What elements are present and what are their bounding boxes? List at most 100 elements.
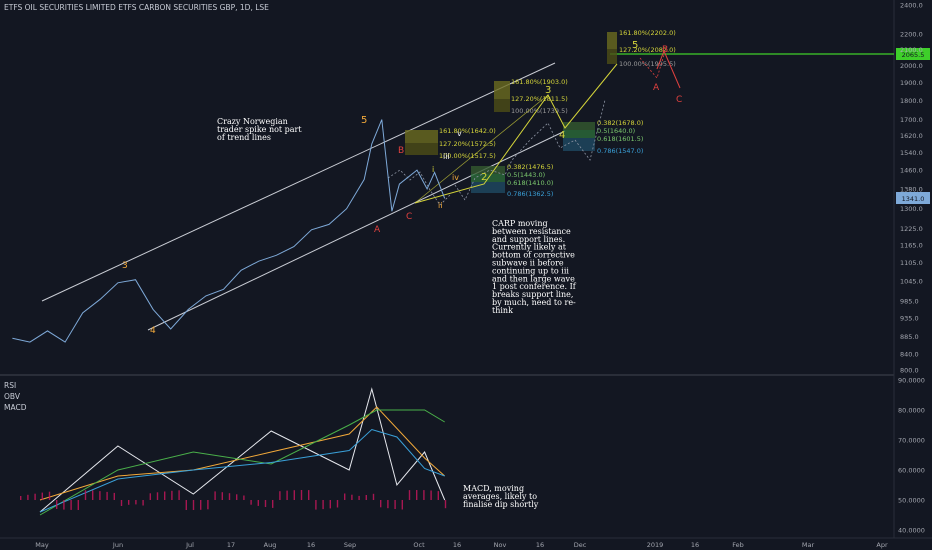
wave-label-C[interactable]: C — [406, 212, 412, 222]
wave-label-2[interactable]: 2 — [481, 172, 487, 183]
obv-line[interactable] — [39, 409, 445, 516]
annotation-carp-line: think — [492, 306, 513, 315]
wave-label-4[interactable]: 4 — [559, 130, 565, 141]
price-axis-ticks: 2400.0 2200.0 2100.0 2000.0 1900.0 1800.0 1700… — [900, 2, 923, 375]
ret1-label-0786: 0.786(1362.5) — [507, 190, 553, 198]
macd-histogram-bar — [264, 500, 267, 507]
wave-label-C-right[interactable]: C — [676, 95, 682, 105]
macd-histogram-bar — [84, 490, 87, 500]
fib-extension-2[interactable]: 161.80%(1903.0) 127.20%(1811.5) 100.00%(… — [494, 78, 568, 115]
price-tick-label: 1045.0 — [900, 278, 923, 286]
time-tick-label: Jun — [112, 541, 123, 549]
price-line[interactable] — [12, 119, 446, 343]
wave-label-5[interactable]: 5 — [632, 40, 638, 51]
price-tick-label: 985.0 — [900, 297, 919, 305]
time-tick-label: 2019 — [647, 541, 664, 549]
fib1-label-1000: 100.00%(1517.5) — [439, 152, 496, 160]
macd-histogram-bar — [135, 500, 137, 505]
indicator-macd[interactable]: MACD — [4, 403, 27, 412]
ret2-label-0786: 0.786(1547.0) — [597, 147, 643, 155]
macd-histogram-bar — [99, 491, 101, 500]
time-tick-label: Nov — [494, 541, 507, 549]
macd-histogram-bar — [308, 490, 310, 500]
time-tick-label: Mar — [802, 541, 815, 549]
wave-label-B[interactable]: B — [398, 146, 404, 156]
annotation-norwegian[interactable]: Crazy Norwegian trader spike not part of… — [217, 117, 302, 142]
indicator-obv[interactable]: OBV — [4, 392, 21, 401]
wave-label-3-left[interactable]: 3 — [122, 261, 128, 271]
macd-histogram-bar — [236, 494, 238, 500]
macd-histogram-bar — [322, 500, 324, 510]
wave-label-A[interactable]: A — [374, 225, 381, 235]
time-tick-label: 17 — [227, 541, 235, 549]
macd-histogram-bar — [34, 493, 36, 500]
fib-extension-3[interactable]: 161.80%(2202.0) 127.20%(2082.0) 100.00%(… — [607, 29, 676, 68]
wave-label-v[interactable]: v — [457, 129, 462, 138]
price-tick-label: 1105.0 — [900, 259, 923, 267]
price-tick-label: 1460.0 — [900, 167, 923, 175]
last-price-tag-bg — [896, 192, 930, 204]
macd-histogram-bar — [408, 490, 411, 500]
wave-label-4-left[interactable]: 4 — [150, 326, 156, 336]
macd-average-line[interactable] — [39, 406, 446, 501]
macd-histogram-bar — [149, 493, 151, 500]
annotation-macd[interactable]: MACD, moving averages, likely to finalis… — [463, 484, 539, 509]
ret2-band-1 — [563, 122, 595, 130]
macd-histogram-bar — [423, 490, 425, 500]
rsi-line[interactable] — [39, 387, 446, 513]
wave-label-iv[interactable]: iv — [452, 173, 459, 182]
macd-histogram-bar — [200, 500, 202, 510]
fib-extension-1[interactable]: 161.80%(1642.0) 127.20%(1572.5) 100.00%(… — [405, 127, 496, 160]
wave-label-ii[interactable]: ii — [438, 201, 442, 210]
wave-label-3[interactable]: 3 — [545, 85, 551, 96]
oscillator-tick-label: 60.0000 — [898, 467, 925, 475]
wave-label-A-right[interactable]: A — [653, 83, 660, 93]
time-tick-label: Dec — [574, 541, 587, 549]
ret2-label-0618: 0.618(1601.5) — [597, 135, 643, 143]
wave-label-iii[interactable]: iii — [443, 152, 450, 161]
macd-signal-line[interactable] — [39, 428, 445, 513]
indicator-legend: RSI OBV MACD — [4, 381, 27, 412]
macd-histogram-bar — [27, 494, 29, 500]
fib-retracement-2[interactable]: 0.382(1678.0) 0.5(1640.0) 0.618(1601.5) … — [563, 119, 643, 155]
macd-histogram-bar — [365, 495, 367, 500]
projection-path-2[interactable] — [414, 94, 549, 204]
wave-label-5-top[interactable]: 5 — [361, 115, 367, 126]
macd-histogram-bar — [344, 493, 346, 500]
channel-lower-line[interactable] — [147, 130, 566, 331]
oscillator-tick-label: 90.0000 — [898, 377, 925, 385]
level-price-tag-text: 2065.5 — [902, 51, 925, 59]
annotation-carp-line: subwave ii before — [492, 259, 564, 268]
time-tick-label: Feb — [732, 541, 744, 549]
price-tick-label: 1300.0 — [900, 205, 923, 213]
macd-histogram-bar — [171, 490, 173, 500]
oscillator-axis-ticks: 90.0000 80.0000 70.0000 60.0000 50.0000 40.00… — [898, 377, 925, 535]
fib1-band-top — [405, 130, 438, 143]
wave-labels: 3 4 5 A B C i ii iii iv v 2 3 4 5 A B C — [122, 40, 682, 336]
fib2-band-mid — [494, 99, 510, 112]
annotation-carp-line: CARP moving — [492, 219, 548, 228]
macd-histogram-bar — [77, 500, 79, 510]
macd-histogram-bar — [164, 491, 166, 500]
time-tick-label: 16 — [307, 541, 315, 549]
time-tick-label: Oct — [413, 541, 425, 549]
fib3-band-mid — [607, 49, 617, 64]
channel-upper-line[interactable] — [41, 62, 556, 302]
macd-histogram-bar — [156, 492, 159, 500]
price-tick-label: 1540.0 — [900, 149, 923, 157]
wave-label-i[interactable]: i — [432, 165, 434, 174]
last-price-tag-text: 1341.0 — [902, 195, 925, 203]
indicator-rsi[interactable]: RSI — [4, 381, 16, 390]
price-tick-label: 885.0 — [900, 333, 919, 341]
fib1-label-1618: 161.80%(1642.0) — [439, 127, 496, 135]
ret1-label-05: 0.5(1443.0) — [507, 171, 545, 179]
wave-label-B-right[interactable]: B — [662, 45, 668, 55]
annotation-macd-line-2: averages, likely to — [463, 492, 537, 501]
macd-histogram-bar — [430, 490, 432, 500]
price-tick-label: 1225.0 — [900, 225, 923, 233]
abc-red-legs-2 — [639, 54, 665, 79]
macd-histogram-bar — [92, 490, 94, 500]
macd-histogram-bar — [113, 492, 115, 500]
